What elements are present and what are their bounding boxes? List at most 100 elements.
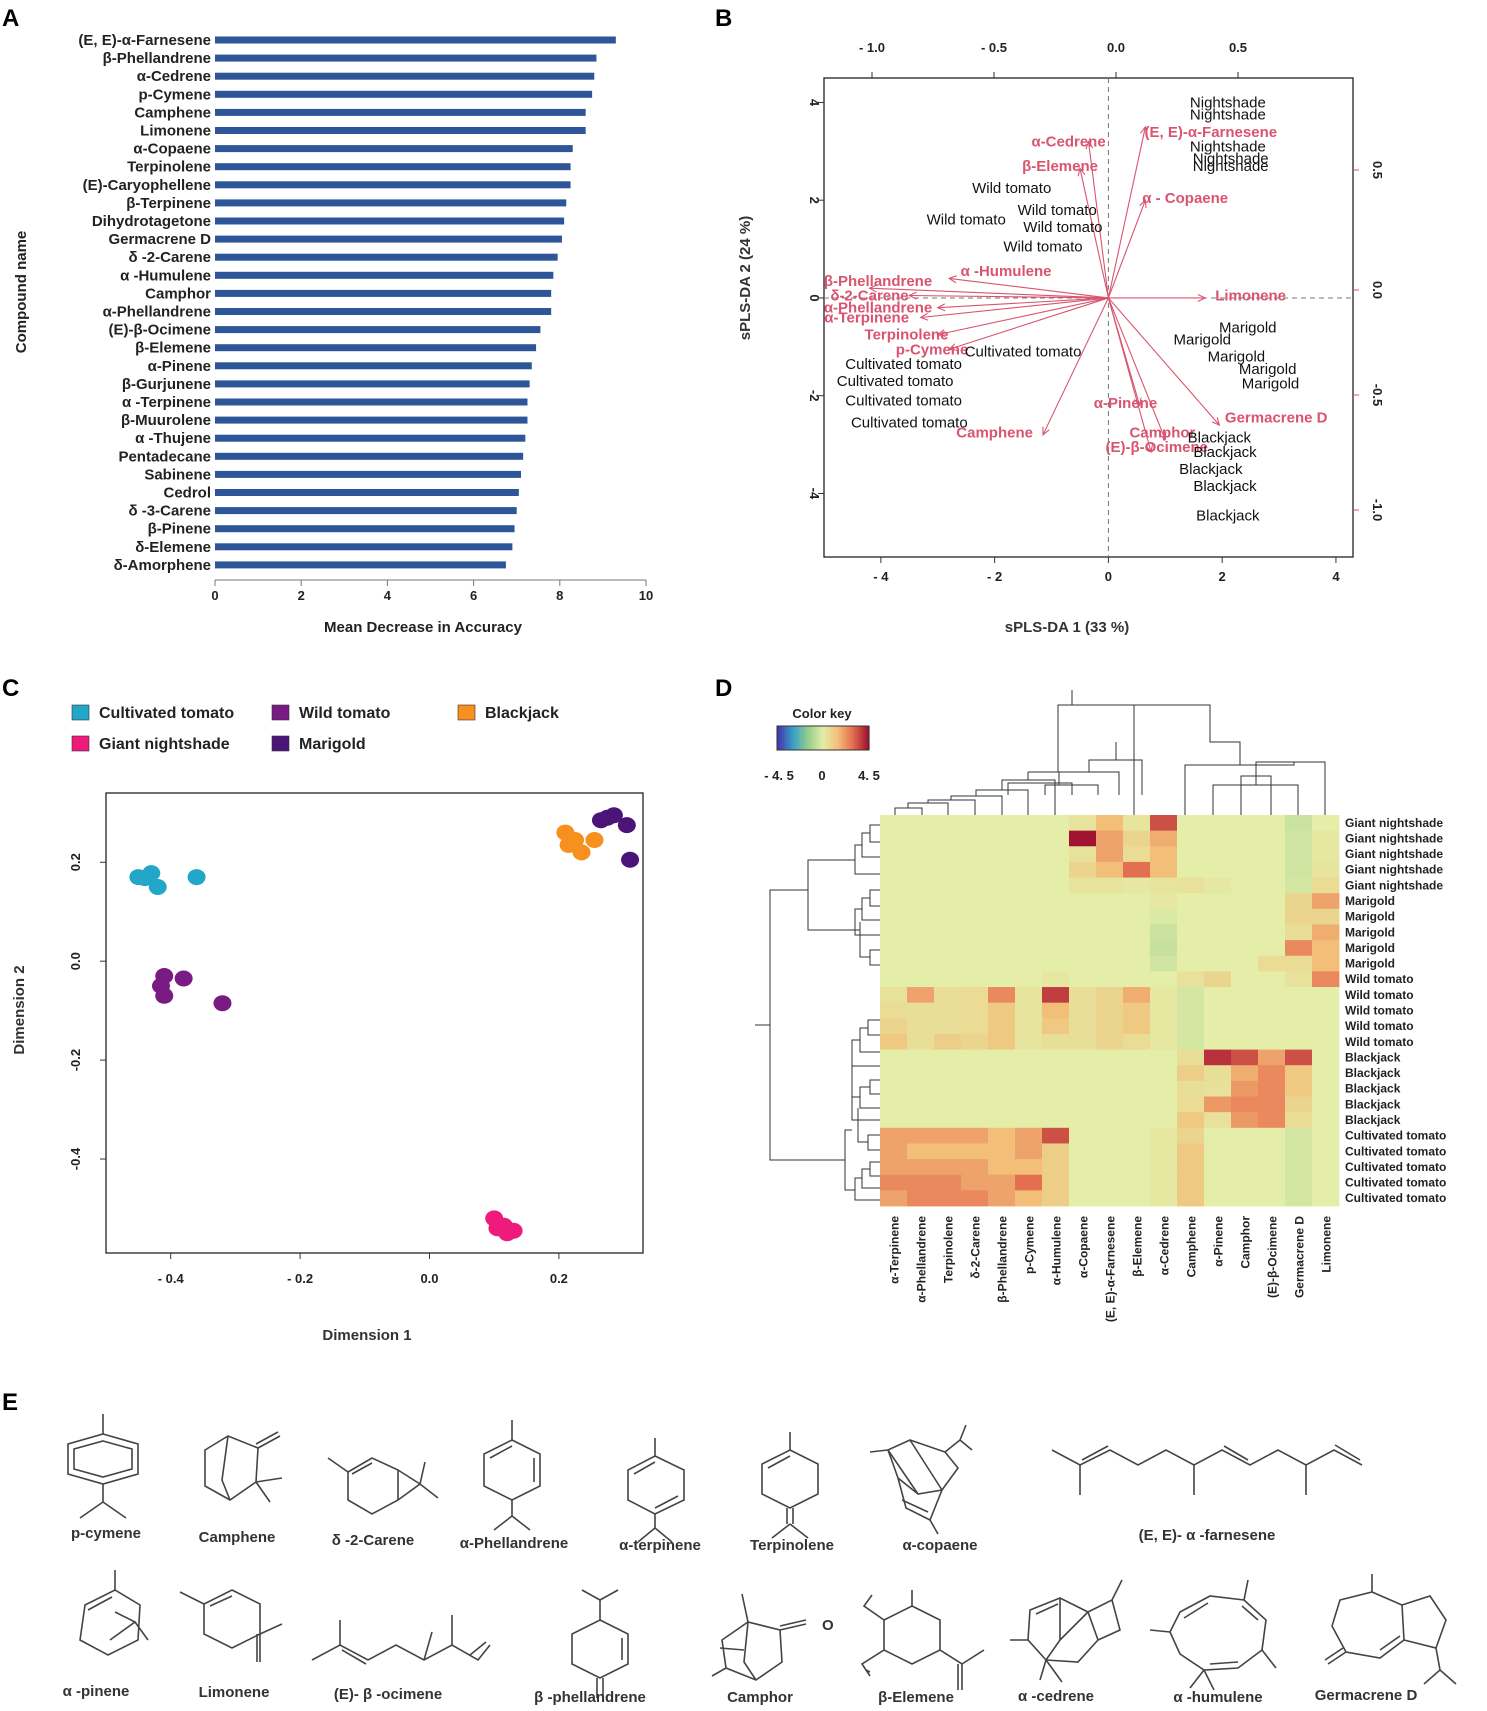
arrow-germacrene-d — [1107, 297, 1220, 426]
cell-cultivated-tomato-phellandrene — [988, 1174, 1016, 1191]
y-tick-2: -2 — [807, 390, 822, 402]
cell-wild-tomato-phellandrene — [988, 987, 1016, 1004]
column-label-camphene: Camphene — [1185, 1216, 1199, 1278]
panel-a-label: A — [2, 5, 19, 32]
cell-blackjack-phellandrene — [907, 1065, 935, 1082]
cell-giant-nightshade-pinene — [1204, 815, 1232, 832]
cell-cultivated-tomato-camphene — [1177, 1174, 1205, 1191]
x-tick-0: 0 — [211, 588, 218, 603]
variable-label-terpinene: α-Terpinene — [824, 310, 909, 327]
color-key-swatch — [797, 726, 801, 750]
column-label-phellandrene: β-Phellandrene — [996, 1216, 1010, 1303]
cell-wild-tomato-pinene — [1204, 1033, 1232, 1050]
y-tick-4: -4 — [807, 488, 822, 500]
cell-blackjack-phellandrene — [907, 1080, 935, 1097]
cell-cultivated-tomato-phellandrene — [907, 1127, 935, 1144]
cell-blackjack-terpinene — [880, 1096, 908, 1113]
cell-wild-tomato-p-cymene — [1015, 1002, 1043, 1019]
cell-blackjack-p-cymene — [1015, 1112, 1043, 1129]
bar-label-3-carene: δ -3-Carene — [129, 503, 211, 520]
column-label-elemene: β-Elemene — [1131, 1216, 1145, 1277]
cell-blackjack-camphene — [1177, 1096, 1205, 1113]
arrow-humulene — [949, 277, 1109, 299]
cell-marigold-cedrene — [1150, 893, 1178, 910]
bar-label-e-ocimene: (E)-β-Ocimene — [108, 322, 211, 339]
cell-blackjack-limonene — [1312, 1065, 1340, 1082]
cell-cultivated-tomato-e-ocimene — [1258, 1174, 1286, 1191]
cell-wild-tomato-terpinolene — [934, 1002, 962, 1019]
bar-terpinolene — [215, 163, 571, 171]
cell-giant-nightshade-limonene — [1312, 861, 1340, 878]
cell-giant-nightshade-camphene — [1177, 830, 1205, 847]
color-key-swatch — [834, 726, 838, 750]
cell-marigold-e-ocimene — [1258, 924, 1286, 941]
row-label-cultivated-tomato: Cultivated tomato — [1345, 1160, 1446, 1174]
column-label-e-ocimene: (E)-β-Ocimene — [1266, 1216, 1280, 1298]
row-label-marigold: Marigold — [1345, 957, 1395, 971]
p-cymene-structure-icon — [67, 1414, 139, 1519]
color-key-swatch — [852, 726, 856, 750]
bar-pinene — [215, 362, 532, 370]
variable-label-camphor: Camphor — [1130, 424, 1196, 441]
bar-humulene — [215, 271, 554, 279]
cell-blackjack-copaene — [1069, 1065, 1097, 1082]
cell-cultivated-tomato-e-ocimene — [1258, 1143, 1286, 1160]
cell-marigold-camphor — [1231, 955, 1259, 972]
variable-label-2-carene: δ-2-Carene — [830, 288, 908, 305]
point-wild-tomato — [213, 995, 232, 1012]
x-tick-0: 0 — [1105, 569, 1112, 584]
cell-cultivated-tomato-e-e-farnesene — [1096, 1190, 1124, 1207]
arrow-head-germacrene-d — [1211, 417, 1221, 426]
row-label-blackjack: Blackjack — [1345, 1097, 1401, 1111]
cell-marigold-camphene — [1177, 924, 1205, 941]
panel-b-plot-frame — [823, 77, 1354, 558]
cell-cultivated-tomato-elemene — [1123, 1127, 1151, 1144]
cell-giant-nightshade-cedrene — [1150, 846, 1178, 863]
cell-cultivated-tomato-cedrene — [1150, 1127, 1178, 1144]
cell-cultivated-tomato-copaene — [1069, 1159, 1097, 1176]
bar-label-amorphene: δ-Amorphene — [114, 557, 211, 574]
cell-wild-tomato-e-e-farnesene — [1096, 1018, 1124, 1035]
sample-wild-tomato: Wild tomato — [972, 180, 1051, 197]
cell-wild-tomato-germacrene-d — [1285, 1033, 1313, 1050]
cell-blackjack-phellandrene — [907, 1112, 935, 1129]
arrow-2-carene — [909, 294, 1109, 299]
cell-giant-nightshade-limonene — [1312, 815, 1340, 832]
color-key-swatch — [788, 726, 792, 750]
cell-giant-nightshade-camphene — [1177, 846, 1205, 863]
cell-giant-nightshade-elemene — [1123, 877, 1151, 894]
legend-swatch-cultivated-tomato — [71, 704, 90, 721]
bar-phellandrene — [215, 54, 597, 62]
arrow-terpinolene — [937, 297, 1109, 336]
bar-camphene — [215, 108, 586, 116]
cell-marigold-p-cymene — [1015, 908, 1043, 925]
arrow-head-limonene — [1197, 293, 1207, 302]
bar-amorphene — [215, 561, 506, 569]
cell-wild-tomato-pinene — [1204, 987, 1232, 1004]
cell-marigold-camphor — [1231, 893, 1259, 910]
cell-blackjack-camphene — [1177, 1080, 1205, 1097]
y-tick-0-2: -0.2 — [68, 1049, 83, 1071]
cell-wild-tomato-phellandrene — [907, 1002, 935, 1019]
cell-cultivated-tomato-e-e-farnesene — [1096, 1127, 1124, 1144]
top-tick-0-5: 0.5 — [1229, 40, 1247, 55]
right-tick-0-5: 0.5 — [1370, 161, 1385, 179]
cell-giant-nightshade-phellandrene — [988, 830, 1016, 847]
cell-blackjack-2-carene — [961, 1049, 989, 1066]
cell-cultivated-tomato-e-e-farnesene — [1096, 1159, 1124, 1176]
cell-marigold-terpinene — [880, 955, 908, 972]
cell-wild-tomato-terpinene — [880, 987, 908, 1004]
cell-cultivated-tomato-2-carene — [961, 1159, 989, 1176]
cell-wild-tomato-2-carene — [961, 1033, 989, 1050]
cell-cultivated-tomato-camphene — [1177, 1190, 1205, 1207]
row-dendrogram — [755, 824, 880, 1201]
cell-marigold-humulene — [1042, 893, 1070, 910]
limonene-label: Limonene — [199, 1684, 270, 1701]
top-tick-1-0: - 1.0 — [859, 40, 885, 55]
delta-2-carene-label: δ -2-Carene — [332, 1532, 414, 1549]
point-cultivated-tomato — [148, 878, 167, 895]
cell-blackjack-terpinolene — [934, 1080, 962, 1097]
cell-marigold-e-ocimene — [1258, 955, 1286, 972]
cell-blackjack-terpinene — [880, 1112, 908, 1129]
color-key-swatch — [806, 726, 810, 750]
